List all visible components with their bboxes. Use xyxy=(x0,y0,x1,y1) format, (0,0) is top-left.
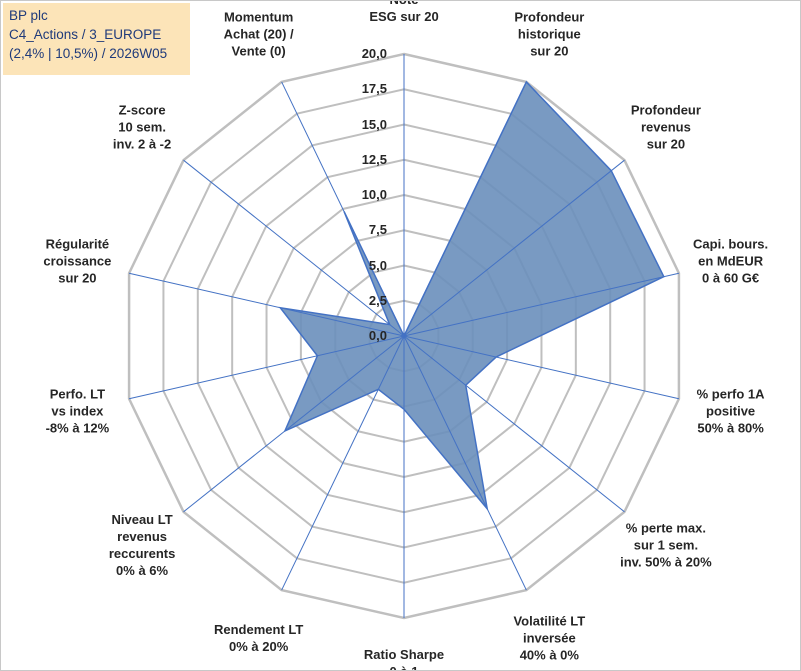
tick-label: 20,0 xyxy=(361,46,387,61)
axis-spoke xyxy=(403,335,625,513)
axis-label: % perte max. sur 1 sem. inv. 50% à 20% xyxy=(620,520,712,570)
tick-label: 0,0 xyxy=(368,328,387,343)
axis-label: Momentum Achat (20) / Vente (0) xyxy=(223,9,294,59)
tick-label: 7,5 xyxy=(368,222,387,238)
axis-label: Z-score 10 sem. inv. 2 à -2 xyxy=(112,102,172,152)
axis-label: Perfo. LT vs index -8% à 12% xyxy=(45,386,110,436)
axis-spoke xyxy=(403,272,680,337)
axis-spoke xyxy=(403,159,625,337)
axis-label: NoteESG sur 20 xyxy=(369,1,439,24)
tick-label: 2,5 xyxy=(368,292,387,308)
axis-label: Rendement LT 0% à 20% xyxy=(213,621,304,654)
axis-spoke xyxy=(281,335,405,591)
axis-label: % perfo 1A positive 50% à 80% xyxy=(696,386,765,436)
axis-label: Capi. bours. en MdEUR 0 à 60 G€ xyxy=(693,236,769,286)
axis-spoke xyxy=(128,335,405,400)
axis-label: Profondeur revenus sur 20 xyxy=(630,102,701,152)
tick-label: 12,5 xyxy=(361,151,387,167)
axis-spoke xyxy=(403,335,527,591)
tick-label: 5,0 xyxy=(368,257,387,273)
tick-label: 17,5 xyxy=(361,81,387,97)
axis-spoke xyxy=(183,335,405,513)
axis-label: Régularité croissance sur 20 xyxy=(43,236,112,286)
info-line-period: (2,4% | 10,5%) / 2026W05 xyxy=(9,46,168,61)
axis-label: Niveau LT revenus reccurents 0% à 6% xyxy=(108,511,176,578)
axis-spoke xyxy=(403,335,680,400)
tick-label: 10,0 xyxy=(361,187,387,202)
info-line-company: BP plc xyxy=(9,8,48,23)
axis-label: Profondeur historique sur 20 xyxy=(514,9,585,59)
axis-spoke xyxy=(403,81,527,337)
axis-spoke xyxy=(128,272,405,337)
tick-label: 15,0 xyxy=(361,116,387,132)
info-line-category: C4_Actions / 3_EUROPE xyxy=(9,27,162,42)
axis-label: Ratio Sharpe0 à 1 xyxy=(363,647,445,670)
axis-spoke xyxy=(183,159,405,337)
info-box: BP plc C4_Actions / 3_EUROPE (2,4% | 10,… xyxy=(3,3,190,75)
axis-spoke xyxy=(281,81,405,337)
axis-label: Volatilité LT inversée 40% à 0% xyxy=(513,613,586,663)
